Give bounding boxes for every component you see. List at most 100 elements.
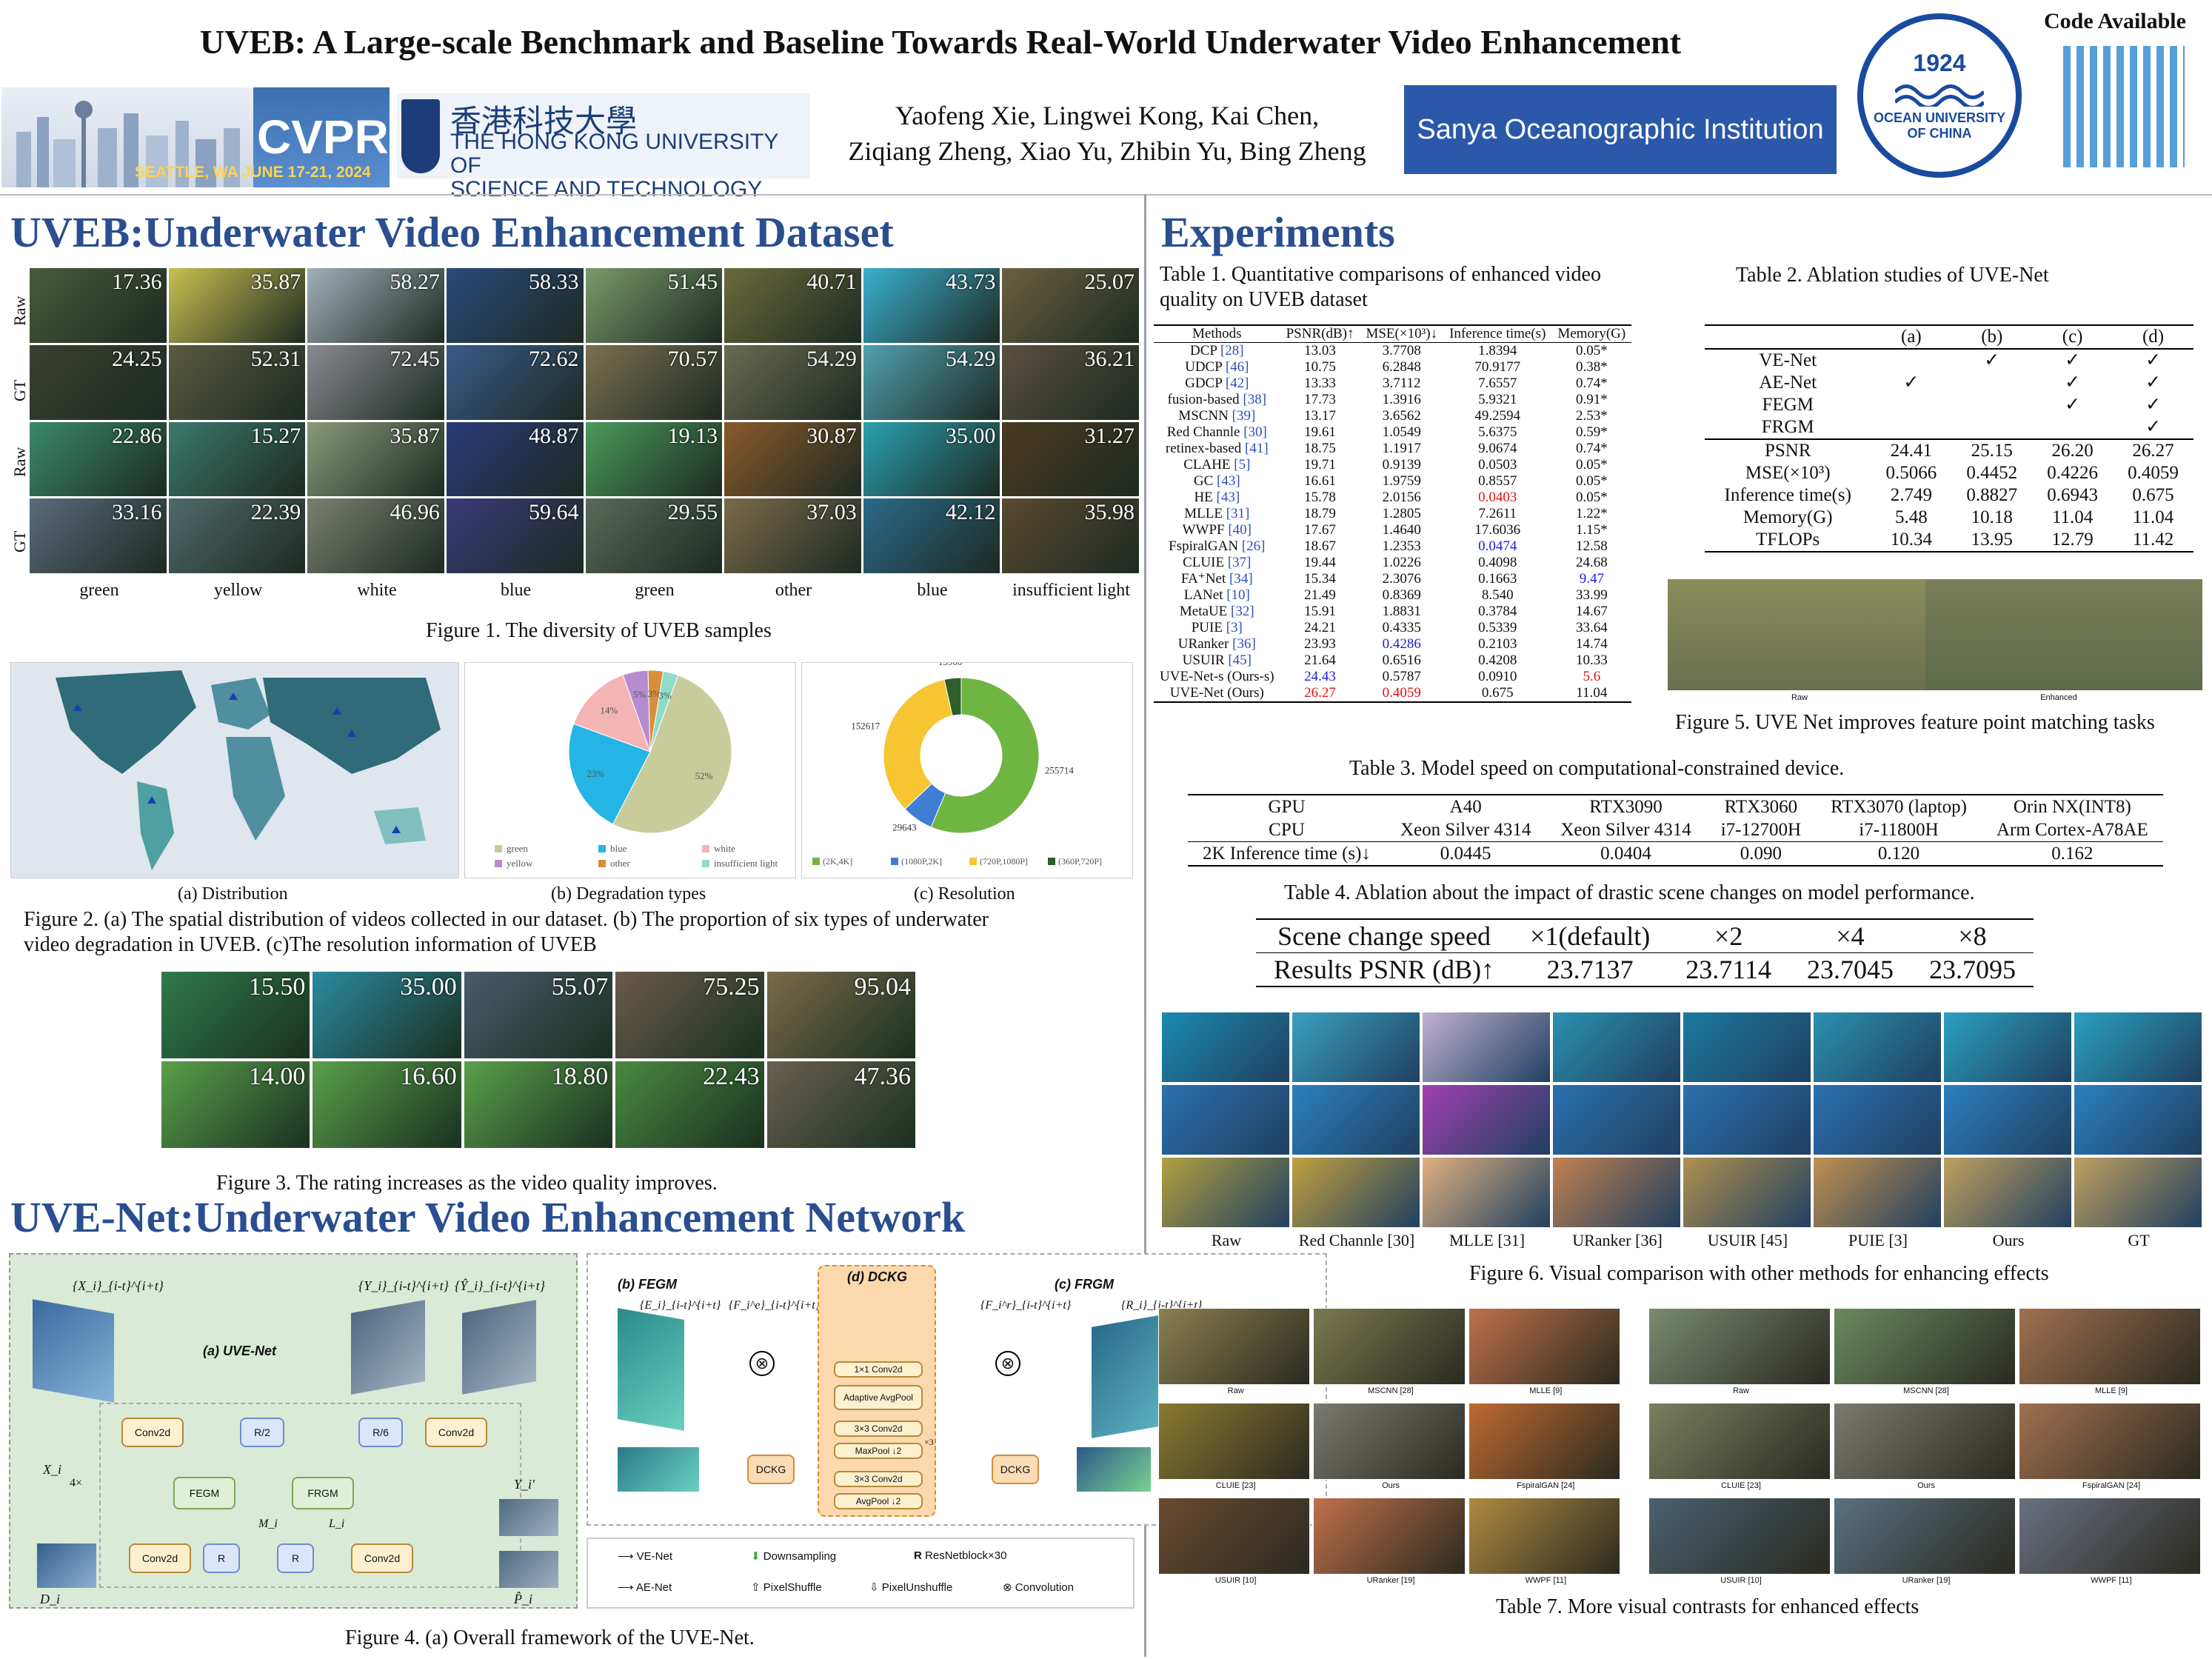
fig2-caption-line2: video degradation in UVEB. (c)The resolu… [24,933,597,956]
rating-score: 14.00 [248,1063,306,1090]
authors-line2: Ziqiang Zheng, Xiao Yu, Zhibin Yu, Bing … [848,136,1366,166]
table2-module-row: FEGM ✓ ✓ [1705,394,2193,416]
quality-score: 58.27 [390,270,440,294]
sanya-institution-logo: Sanya Oceanographic Institution [1404,85,1837,174]
row-label: GT [10,379,29,401]
value-cell: 14.74 [1575,636,1608,652]
value-cell: 7.6557 [1478,375,1517,391]
table1-row: GC [43] 16.61 1.9759 0.8557 0.05* [1154,473,1631,490]
donut-value-label: 15900 [938,663,963,667]
value-cell: 49.2594 [1474,408,1521,424]
value-cell: 0.05* [1575,490,1608,505]
table3-cell: 2K Inference time (s)↓ [1203,844,1371,864]
fig7-left-grid: Raw MSCNN [28] MLLE [9] CLUIE [23] Ours Fspir… [1158,1308,1623,1589]
comparison-frame [1292,1084,1420,1155]
fig2-caption-line1: Figure 2. (a) The spatial distribution o… [24,908,989,931]
quality-score: 54.29 [945,346,996,371]
row-label: Raw [10,447,29,477]
citation: [45] [1228,652,1252,668]
table2-metric-row: Memory(G) 5.48 10.18 11.04 11.04 [1705,507,2193,529]
contrast-frame [1834,1308,2016,1385]
comparison-frame [1813,1157,1942,1228]
table2-cell: PSNR [1764,441,1811,461]
value-cell: 24.21 [1304,620,1336,635]
sample-frame: 22.39 [168,498,306,573]
legend-swatch [891,858,898,865]
contrast-frame [1834,1403,2016,1480]
method-cell: WWPF [40] [1182,522,1252,538]
fig2-sub-c: (c) Resolution [914,884,1015,904]
comparison-frame [1552,1084,1681,1155]
table2-cell: Inference time(s) [1724,485,1851,505]
value-cell: 1.22* [1575,506,1608,521]
comparison-frame [1813,1012,1942,1083]
table2-cell: 0.8827 [1966,485,2018,505]
value-cell: 23.93 [1304,636,1336,652]
table2-cell [1951,416,2032,439]
conv2d-block: Conv2d [425,1418,487,1447]
value-cell: 1.8394 [1478,343,1517,358]
legend-downsampling: ⬇ Downsampling [751,1550,837,1563]
value-cell: 0.05* [1575,457,1608,473]
rated-frame: 35.00 [313,972,461,1058]
comparison-frame [1552,1012,1681,1083]
contrast-frame [1468,1308,1620,1385]
sample-frame: 35.98 [1002,498,1139,573]
method-label: MLLE [31] [1449,1231,1526,1249]
table1-quantitative: Methods PSNR(dB)↑ MSE(×10³)↓ Inference time… [1154,324,1632,703]
contrast-frame [2019,1498,2201,1575]
contrast-frame [1313,1308,1466,1385]
output-frames-symbol: {Ŷ_i}_{i-t}^{i+t} [455,1278,545,1293]
value-cell: 2.3076 [1382,571,1421,587]
p-symbol: P̂_i [514,1592,532,1606]
qr-code-icon[interactable] [2063,46,2185,167]
table2-cell: 11.04 [2132,507,2174,527]
method-cell: MLLE [31] [1184,506,1250,521]
citation: [10] [1226,587,1250,603]
conv1x1-block: 1×1 Conv2d [834,1361,923,1378]
table2-cell: 0.6943 [2047,485,2099,505]
table3-cell: A40 [1449,797,1482,817]
sample-frame: 58.27 [307,268,444,343]
seattle-skyline-icon [1,87,253,187]
method-cell: CLUIE [37] [1183,555,1252,570]
sample-frame: 51.45 [585,268,723,343]
legend-pixelshuffle: ⇧ PixelShuffle [751,1581,822,1594]
citation: [43] [1217,473,1240,489]
sample-frame: 70.57 [585,344,723,420]
table2-header-row: (a) (b) (c) (d) [1705,325,2193,349]
column-divider [1144,194,1146,1657]
rated-frame: 18.80 [464,1061,613,1148]
quality-score: 15.27 [250,423,301,448]
method-label: Raw [1732,1386,1749,1395]
comparison-frame [2074,1157,2202,1228]
legend-swatch [702,860,709,867]
convolution-icon: ⊗ [995,1351,1020,1376]
rated-frame: 16.60 [313,1061,461,1148]
table4-caption: Table 4. Ablation about the impact of dr… [1284,881,1975,904]
rating-score: 47.36 [854,1063,911,1090]
hkust-crest-icon [401,99,440,173]
table3-cell: RTX3090 [1589,797,1663,817]
input-frames-image [33,1299,114,1403]
table3-cell: Arm Cortex-A78AE [1996,820,2148,840]
x-symbol: X_i [43,1462,61,1477]
conv2d-block: Conv2d [121,1418,184,1447]
method-label: URanker [19] [1366,1576,1415,1585]
method-label: WWPF [11] [2091,1576,2132,1585]
table2-cell: 26.20 [2051,441,2094,461]
column-label: white [357,581,397,600]
table2-header: (c) [2062,327,2083,347]
r-frames-image [1092,1315,1158,1438]
sample-frame: 19.13 [585,421,723,497]
method-label: Ours [1382,1481,1400,1490]
method-label: PUIE [3] [1848,1231,1908,1249]
value-cell: 0.4286 [1382,636,1421,652]
table2-header [1705,325,1871,349]
citation: [26] [1241,538,1266,554]
table2-cell: 0.4059 [2128,463,2179,483]
table1-row: Red Channle [30] 19.61 1.0549 5.6375 0.59* [1154,424,1631,441]
pie-slice [649,670,679,752]
value-cell: 0.4098 [1478,555,1517,570]
value-cell: 5.9321 [1478,392,1517,407]
